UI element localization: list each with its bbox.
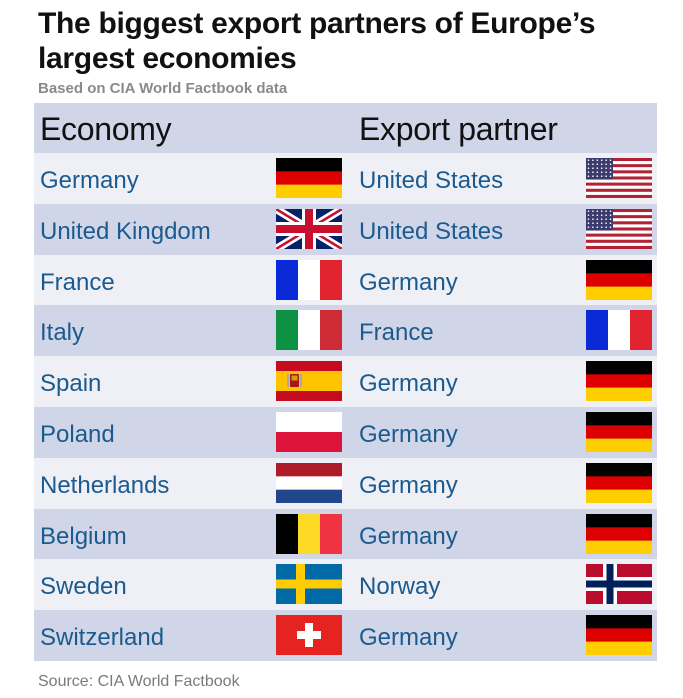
export-partner-name: United States xyxy=(359,167,504,194)
table-row: Spain Germany xyxy=(34,356,657,407)
belgium-flag-icon xyxy=(276,513,342,554)
sweden-flag-icon xyxy=(276,564,342,605)
economy-name: Spain xyxy=(40,370,102,398)
economy-name: Germany xyxy=(40,167,139,194)
table-row: Poland Germany xyxy=(34,406,657,458)
germany-flag-icon xyxy=(586,411,652,452)
economy-name: Italy xyxy=(40,319,85,347)
economy-name: Netherlands xyxy=(40,471,170,499)
table-row: Switzerland Germany xyxy=(34,610,657,661)
export-partner-name: Germany xyxy=(359,624,458,652)
germany-flag-icon xyxy=(586,615,652,656)
poland-flag-icon xyxy=(276,411,342,452)
table-row: Sweden Norway xyxy=(34,559,657,611)
germany-flag-icon xyxy=(586,513,652,554)
germany-flag-icon xyxy=(586,361,652,402)
export-partner-name: France xyxy=(359,319,434,347)
italy-flag-icon xyxy=(276,310,342,351)
table-row: Italy France xyxy=(34,305,657,357)
germany-flag-icon xyxy=(586,462,652,503)
germany-flag-icon xyxy=(586,259,652,300)
export-partner-name: Germany xyxy=(359,370,458,398)
column-header-economy: Economy xyxy=(40,111,172,147)
table-row: Germany United States xyxy=(34,153,657,204)
economy-name: Belgium xyxy=(40,522,127,550)
export-partner-name: Germany xyxy=(359,471,458,499)
economy-name: Poland xyxy=(40,420,115,448)
export-partner-name: Germany xyxy=(359,268,458,296)
table-body: Germany United States United Kingdom United… xyxy=(34,153,657,661)
column-header-export-partner: Export partner xyxy=(359,111,558,147)
export-partner-name: United States xyxy=(359,217,504,245)
export-partner-name: Germany xyxy=(359,522,458,550)
norway-flag-icon xyxy=(586,564,652,605)
table-row: Belgium Germany xyxy=(34,508,657,560)
netherlands-flag-icon xyxy=(276,462,342,503)
usa-flag-icon xyxy=(586,158,652,198)
france-flag-icon xyxy=(276,259,342,300)
export-partner-name: Norway xyxy=(359,573,441,601)
table-row: United Kingdom United States xyxy=(34,203,657,255)
france-flag-icon xyxy=(586,310,652,351)
switzerland-flag-icon xyxy=(276,615,342,656)
economy-name: France xyxy=(40,268,115,296)
source-note: Source: CIA World Factbook xyxy=(38,673,240,690)
germany-flag-icon xyxy=(276,158,342,198)
economy-name: Switzerland xyxy=(40,624,165,652)
export-table: Economy Export partner Germany United Sta… xyxy=(34,103,657,661)
table-row: France Germany xyxy=(34,254,657,306)
spain-flag-icon xyxy=(276,361,342,402)
chart-subtitle: Based on CIA World Factbook data xyxy=(38,80,288,97)
export-partner-name: Germany xyxy=(359,420,458,448)
usa-flag-icon xyxy=(586,208,652,249)
table-header: Economy Export partner xyxy=(34,103,657,153)
chart-title: The biggest export partners of Europe’s … xyxy=(38,7,596,75)
economy-name: Sweden xyxy=(40,573,127,601)
economy-name: United Kingdom xyxy=(40,217,211,245)
table-row: Netherlands Germany xyxy=(34,457,657,509)
uk-flag-icon xyxy=(276,208,342,249)
